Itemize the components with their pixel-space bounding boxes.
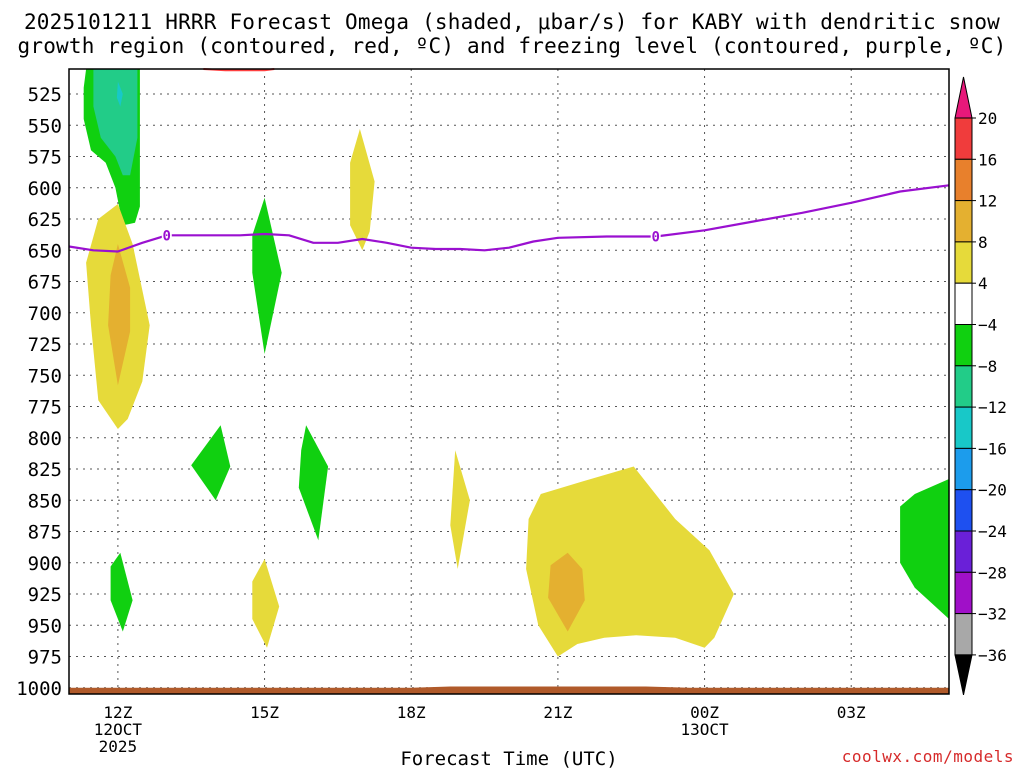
omega-region-15 — [69, 686, 949, 694]
colorbar-label: 4 — [978, 274, 988, 293]
colorbar-band — [954, 489, 973, 532]
colorbar-over-triangle — [954, 76, 973, 119]
colorbar-band — [954, 613, 973, 656]
omega-region-7 — [191, 425, 231, 501]
colorbar-band — [954, 241, 973, 284]
omega-shaded-regions — [69, 69, 949, 694]
chart-title-line-2: growth region (contoured, red, ºC) and f… — [17, 34, 1007, 58]
x-tick-label: 15Z — [250, 703, 279, 722]
colorbar-label: −32 — [978, 605, 1007, 624]
y-tick-label: 600 — [28, 178, 62, 200]
plot-frame — [68, 68, 950, 695]
y-tick-label: 550 — [28, 115, 62, 137]
colorbar-label: −24 — [978, 522, 1007, 541]
omega-region-14 — [900, 479, 949, 619]
colorbar-label: 20 — [978, 109, 997, 128]
y-tick-label: 950 — [28, 615, 62, 637]
colorbar-label: −16 — [978, 439, 1007, 458]
omega-region-10 — [110, 552, 133, 632]
colorbar-under-triangle — [954, 654, 973, 696]
x-tick-label: 21Z — [543, 703, 572, 722]
y-tick-label: 575 — [28, 147, 62, 169]
chart-title-line-1: 2025101211 HRRR Forecast Omega (shaded, … — [23, 10, 1001, 34]
omega-region-8 — [298, 425, 329, 541]
omega-region-1 — [93, 69, 138, 176]
x-tick-label: 00Z — [690, 703, 719, 722]
colorbar-label: −4 — [978, 316, 997, 335]
y-tick-label: 925 — [28, 584, 62, 606]
colorbar-label: −12 — [978, 398, 1007, 417]
colorbar-label: −20 — [978, 481, 1007, 500]
freezing-label-bg — [650, 228, 661, 244]
y-tick-label: 900 — [28, 553, 62, 575]
colorbar-label: 12 — [978, 192, 997, 211]
y-tick-label: 775 — [28, 397, 62, 419]
grid-layer — [69, 69, 949, 694]
omega-region-5 — [252, 197, 282, 354]
x-axis-title: Forecast Time (UTC) — [400, 748, 617, 768]
axis-labels: 525 550 575 600 625 650 675 700 725 750 775 800 825 8… — [16, 84, 866, 756]
y-tick-label: 650 — [28, 240, 62, 262]
y-tick-label: 850 — [28, 490, 62, 512]
y-tick-label: 675 — [28, 272, 62, 294]
x-tick-label: 12OCT — [94, 720, 143, 739]
y-tick-label: 1000 — [16, 678, 62, 700]
colorbar-band — [954, 571, 973, 615]
freezing-level-contour — [68, 184, 950, 253]
y-tick-label: 750 — [28, 365, 62, 387]
y-tick-label: 525 — [28, 84, 62, 106]
colorbar-label: 16 — [978, 150, 997, 169]
source-credit: coolwx.com/models — [841, 747, 1014, 766]
colorbar-label: −28 — [978, 563, 1007, 582]
y-tick-label: 825 — [28, 459, 62, 481]
y-tick-label: 725 — [28, 334, 62, 356]
freezing-label-bg — [161, 227, 172, 243]
omega-region-2 — [116, 81, 123, 107]
x-tick-label: 13OCT — [680, 720, 729, 739]
freezing-level-label: 0 — [163, 228, 171, 244]
colorbar-band — [954, 117, 973, 160]
y-tick-label: 875 — [28, 522, 62, 544]
colorbar-band — [954, 158, 973, 202]
colorbar-band — [954, 282, 973, 326]
x-tick-label: 18Z — [397, 703, 426, 722]
colorbar-label: 8 — [978, 233, 988, 252]
omega-region-11 — [252, 559, 280, 648]
x-tick-label: 03Z — [837, 703, 866, 722]
colorbar-band — [954, 447, 973, 491]
colorbar-label: −8 — [978, 357, 997, 376]
colorbar-band — [954, 406, 973, 449]
colorbar-band — [954, 530, 973, 573]
x-tick-label: 2025 — [99, 737, 138, 756]
colorbar-band — [954, 365, 973, 408]
omega-region-6 — [350, 129, 375, 251]
colorbar-band — [954, 324, 973, 367]
y-tick-label: 975 — [28, 647, 62, 669]
x-tick-label: 12Z — [103, 703, 132, 722]
y-tick-label: 800 — [28, 428, 62, 450]
omega-region-4 — [108, 244, 131, 386]
colorbar: 20 16 12 8 4 −4 −8 −12 −16 −20 −24 −28 −32 −36 — [954, 76, 1007, 696]
y-tick-label: 700 — [28, 303, 62, 325]
y-tick-label: 625 — [28, 209, 62, 231]
colorbar-label: −36 — [978, 646, 1007, 665]
freezing-level-label: 0 — [651, 230, 659, 246]
omega-region-13 — [548, 552, 585, 632]
omega-region-9 — [450, 450, 470, 569]
colorbar-band — [954, 200, 973, 243]
